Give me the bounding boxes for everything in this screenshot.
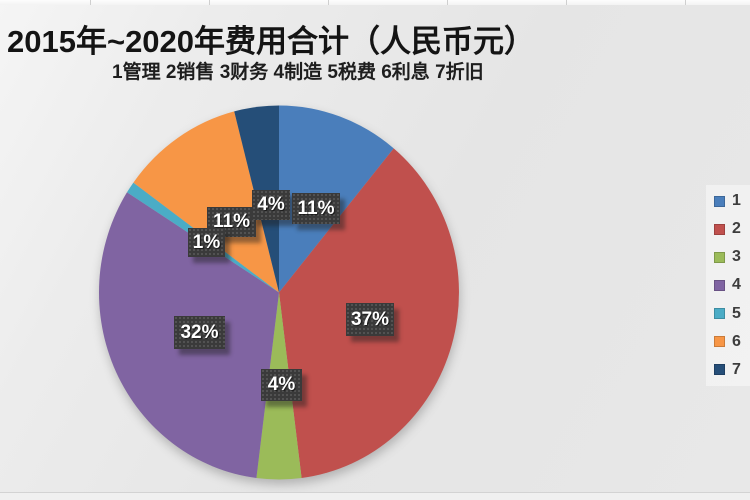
data-label-slice-4[interactable]: 32% xyxy=(174,316,225,349)
legend-swatch-4 xyxy=(714,279,725,291)
data-label-slice-1[interactable]: 11% xyxy=(292,193,340,224)
legend-swatch-5 xyxy=(714,308,725,320)
legend-item-5[interactable]: 5 xyxy=(706,303,750,325)
legend-swatch-1 xyxy=(714,195,725,207)
legend-label-1: 1 xyxy=(732,192,741,209)
bottom-divider xyxy=(0,492,750,493)
legend-item-6[interactable]: 6 xyxy=(706,331,750,353)
legend-label-2: 2 xyxy=(732,220,741,238)
data-label-slice-5[interactable]: 1% xyxy=(188,228,225,257)
legend-label-6: 6 xyxy=(732,332,741,350)
chart-title: 2015年~2020年费用合计（人民币元） xyxy=(7,24,536,59)
legend-swatch-6 xyxy=(714,336,725,348)
spreadsheet-gridline-strip xyxy=(0,0,750,5)
legend-swatch-3 xyxy=(714,251,725,263)
pie-slice-6-利息[interactable] xyxy=(133,111,279,293)
legend-item-1[interactable]: 1 xyxy=(706,190,750,212)
legend-item-7[interactable]: 7 xyxy=(706,359,750,381)
legend-item-4[interactable]: 4 xyxy=(706,274,750,296)
legend-item-2[interactable]: 2 xyxy=(706,218,750,240)
bottom-strip xyxy=(0,493,750,500)
legend-item-3[interactable]: 3 xyxy=(706,246,750,268)
legend-label-4: 4 xyxy=(732,276,741,294)
legend: 1 2 3 4 5 6 7 xyxy=(706,185,750,386)
data-label-slice-7[interactable]: 4% xyxy=(252,190,290,220)
legend-swatch-2 xyxy=(714,223,725,235)
legend-label-5: 5 xyxy=(732,304,741,322)
legend-label-7: 7 xyxy=(732,360,741,378)
chart-subtitle: 1管理 2销售 3财务 4制造 5税费 6利息 7折旧 xyxy=(112,62,484,83)
data-label-slice-2[interactable]: 37% xyxy=(346,303,394,336)
data-label-slice-3[interactable]: 4% xyxy=(261,369,302,401)
legend-swatch-7 xyxy=(714,364,725,376)
legend-label-3: 3 xyxy=(732,248,741,266)
